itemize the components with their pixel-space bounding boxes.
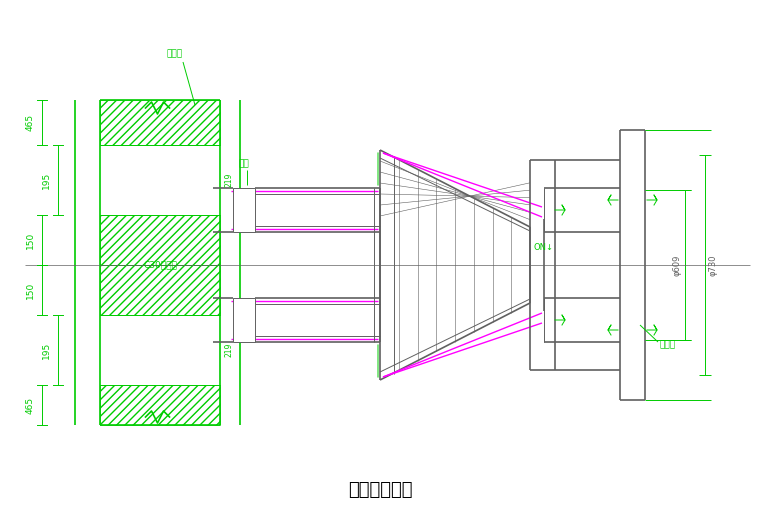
Text: C30细石砼: C30细石砼 xyxy=(143,261,177,269)
Text: 橡块: 橡块 xyxy=(239,159,249,168)
Bar xyxy=(100,100,220,145)
Text: 219: 219 xyxy=(224,173,233,187)
Text: 195: 195 xyxy=(42,172,50,189)
Bar xyxy=(233,298,255,342)
Text: 150: 150 xyxy=(26,281,34,298)
Text: φ609: φ609 xyxy=(673,254,682,276)
Text: 止漏胶: 止漏胶 xyxy=(660,341,676,349)
Text: 活接头示意图: 活接头示意图 xyxy=(348,481,412,499)
Text: 465: 465 xyxy=(26,396,34,413)
Bar xyxy=(100,385,220,425)
Bar xyxy=(100,265,220,315)
Text: 195: 195 xyxy=(42,341,50,359)
Text: ON↓: ON↓ xyxy=(533,242,553,252)
Text: 150: 150 xyxy=(26,231,34,249)
Text: 465: 465 xyxy=(26,114,34,131)
Bar xyxy=(233,188,255,232)
Text: φ730: φ730 xyxy=(708,254,717,276)
Bar xyxy=(100,215,220,265)
Text: 219: 219 xyxy=(224,343,233,357)
Text: 截面墙: 截面墙 xyxy=(167,49,183,58)
